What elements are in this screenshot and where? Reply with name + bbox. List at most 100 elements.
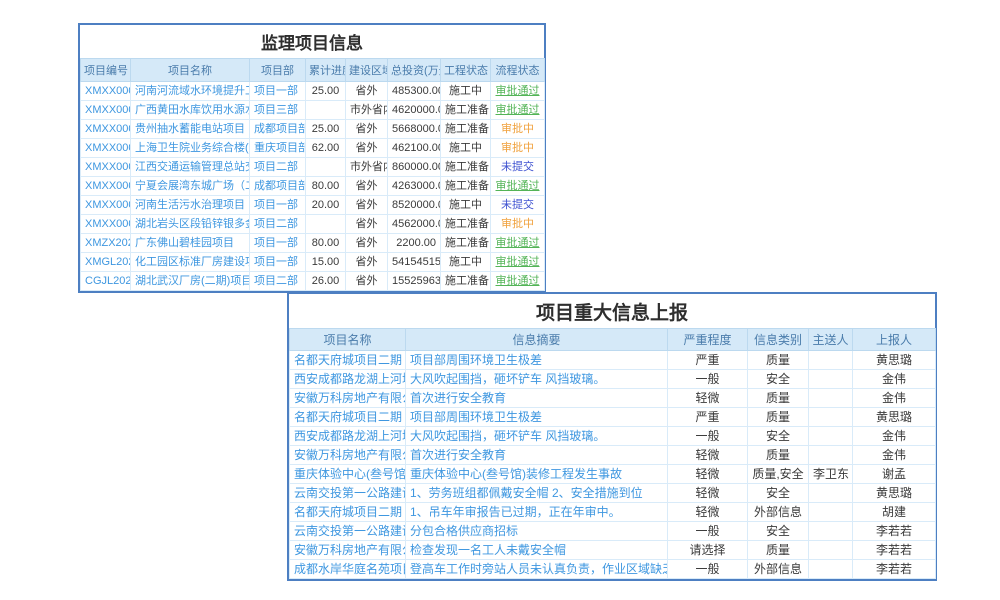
table-row: XMXX00021河南河流域水环境提升工程项目一部25.00省外485300.0… bbox=[80, 81, 545, 101]
project-id-link[interactable]: XMXX00018 bbox=[80, 138, 131, 158]
project-dept-link[interactable]: 重庆项目部 bbox=[249, 138, 306, 158]
report-project-link[interactable]: 成都水岸华庭名苑项目一标段 bbox=[289, 559, 406, 579]
project-id-link[interactable]: XMXX00017 bbox=[80, 157, 131, 177]
flow-status-link[interactable]: 审批通过 bbox=[490, 271, 545, 291]
recipient-value: 李卫东 bbox=[808, 464, 853, 484]
region-value: 省外 bbox=[345, 214, 388, 234]
project-dept-link[interactable]: 项目一部 bbox=[249, 195, 306, 215]
recipient-value bbox=[808, 502, 853, 522]
flow-status-link[interactable]: 审批通过 bbox=[490, 252, 545, 272]
report-summary-link[interactable]: 登高车工作时旁站人员未认真负责，作业区域缺乏警示标志 bbox=[405, 559, 668, 579]
report-project-link[interactable]: 云南交投第一公路建设工程 bbox=[289, 483, 406, 503]
project-name-link[interactable]: 河南生活污水治理项目 bbox=[130, 195, 250, 215]
project-dept-link[interactable]: 项目三部 bbox=[249, 100, 306, 120]
flow-status-link[interactable]: 未提交 bbox=[490, 157, 545, 177]
investment-value: 4562000.00 bbox=[387, 214, 441, 234]
report-summary-link[interactable]: 首次进行安全教育 bbox=[405, 445, 668, 465]
flow-status-link[interactable]: 未提交 bbox=[490, 195, 545, 215]
report-summary-link[interactable]: 项目部周围环境卫生极差 bbox=[405, 407, 668, 427]
project-dept-link[interactable]: 项目一部 bbox=[249, 233, 306, 253]
report-summary-link[interactable]: 首次进行安全教育 bbox=[405, 388, 668, 408]
recipient-value bbox=[808, 540, 853, 560]
report-summary-link[interactable]: 大风吹起围挡，砸坏铲车 风挡玻璃。 bbox=[405, 369, 668, 389]
project-name-link[interactable]: 上海卫生院业务综合楼(含业务用... bbox=[130, 138, 250, 158]
project-name-link[interactable]: 贵州抽水蓄能电站项目 bbox=[130, 119, 250, 139]
report-summary-link[interactable]: 重庆体验中心(叁号馆)装修工程发生事故 bbox=[405, 464, 668, 484]
severity-value: 轻微 bbox=[667, 464, 748, 484]
project-id-link[interactable]: CGJL202205... bbox=[80, 271, 131, 291]
severity-value: 轻微 bbox=[667, 445, 748, 465]
supervision-project-table: 监理项目信息 项目编号项目名称项目部累计进度建设区域总投资(万元)工程状态流程状… bbox=[78, 23, 546, 293]
report-project-link[interactable]: 云南交投第一公路建设工程 bbox=[289, 521, 406, 541]
project-name-link[interactable]: 湖北武汉厂房(二期)项目 bbox=[130, 271, 250, 291]
report-project-link[interactable]: 名都天府城项目二期 bbox=[289, 502, 406, 522]
report-summary-link[interactable]: 大风吹起围挡，砸坏铲车 风挡玻璃。 bbox=[405, 426, 668, 446]
project-name-link[interactable]: 广东佛山碧桂园项目 bbox=[130, 233, 250, 253]
work-status-value: 施工准备 bbox=[440, 214, 491, 234]
project-name-link[interactable]: 湖北岩头区段铅锌银多金属矿开采... bbox=[130, 214, 250, 234]
recipient-value bbox=[808, 407, 853, 427]
report-project-link[interactable]: 安徽万科房地产有限公司 bbox=[289, 388, 406, 408]
reporter-value: 黄思璐 bbox=[852, 407, 936, 427]
region-value: 市外省内 bbox=[345, 157, 388, 177]
investment-value: 485300.00 bbox=[387, 81, 441, 101]
report-project-link[interactable]: 安徽万科房地产有限公司 bbox=[289, 445, 406, 465]
investment-value: 4263000.00 bbox=[387, 176, 441, 196]
report-project-link[interactable]: 西安成都路龙湖上河城项目 bbox=[289, 426, 406, 446]
flow-status-link[interactable]: 审批通过 bbox=[490, 81, 545, 101]
flow-status-link[interactable]: 审批中 bbox=[490, 138, 545, 158]
project-id-link[interactable]: XMXX00021 bbox=[80, 81, 131, 101]
report-project-link[interactable]: 名都天府城项目二期 bbox=[289, 350, 406, 370]
supervision-table-body: XMXX00021河南河流域水环境提升工程项目一部25.00省外485300.0… bbox=[80, 81, 545, 291]
project-id-link[interactable]: XMZX20220... bbox=[80, 233, 131, 253]
report-summary-link[interactable]: 1、吊车年审报告已过期，正在年审中。 bbox=[405, 502, 668, 522]
project-id-link[interactable]: XMXX00020 bbox=[80, 100, 131, 120]
report-summary-link[interactable]: 分包合格供应商招标 bbox=[405, 521, 668, 541]
project-dept-link[interactable]: 成都项目部 bbox=[249, 176, 306, 196]
flow-status-link[interactable]: 审批通过 bbox=[490, 176, 545, 196]
report-summary-link[interactable]: 检查发现一名工人未戴安全帽 bbox=[405, 540, 668, 560]
progress-value: 15.00 bbox=[305, 252, 346, 272]
project-dept-link[interactable]: 项目二部 bbox=[249, 157, 306, 177]
work-status-value: 施工准备 bbox=[440, 157, 491, 177]
column-header: 工程状态 bbox=[440, 58, 491, 82]
work-status-value: 施工中 bbox=[440, 81, 491, 101]
report-summary-link[interactable]: 项目部周围环境卫生极差 bbox=[405, 350, 668, 370]
project-dept-link[interactable]: 项目二部 bbox=[249, 271, 306, 291]
project-id-link[interactable]: XMXX00016 bbox=[80, 176, 131, 196]
severity-value: 一般 bbox=[667, 369, 748, 389]
project-name-link[interactable]: 广西黄田水库饮用水源水质保护项目 bbox=[130, 100, 250, 120]
report-summary-link[interactable]: 1、劳务班组都佩戴安全帽 2、安全措施到位 bbox=[405, 483, 668, 503]
project-dept-link[interactable]: 项目一部 bbox=[249, 81, 306, 101]
project-id-link[interactable]: XMGL20220... bbox=[80, 252, 131, 272]
flow-status-link[interactable]: 审批中 bbox=[490, 214, 545, 234]
investment-value: 462100.00 bbox=[387, 138, 441, 158]
column-header: 项目部 bbox=[249, 58, 306, 82]
column-header: 信息摘要 bbox=[405, 328, 668, 351]
progress-value: 80.00 bbox=[305, 176, 346, 196]
project-name-link[interactable]: 河南河流域水环境提升工程 bbox=[130, 81, 250, 101]
report-project-link[interactable]: 西安成都路龙湖上河城项目 bbox=[289, 369, 406, 389]
project-dept-link[interactable]: 成都项目部 bbox=[249, 119, 306, 139]
project-name-link[interactable]: 宁夏会展湾东城广场（二期）工程 bbox=[130, 176, 250, 196]
project-name-link[interactable]: 江西交通运输管理总站交通枢纽及... bbox=[130, 157, 250, 177]
project-dept-link[interactable]: 项目二部 bbox=[249, 214, 306, 234]
flow-status-link[interactable]: 审批中 bbox=[490, 119, 545, 139]
recipient-value bbox=[808, 369, 853, 389]
report-project-link[interactable]: 名都天府城项目二期 bbox=[289, 407, 406, 427]
work-status-value: 施工准备 bbox=[440, 119, 491, 139]
project-id-link[interactable]: XMXX00019 bbox=[80, 119, 131, 139]
work-status-value: 施工中 bbox=[440, 252, 491, 272]
reporter-value: 黄思璐 bbox=[852, 350, 936, 370]
investment-value: 860000.00 bbox=[387, 157, 441, 177]
flow-status-link[interactable]: 审批通过 bbox=[490, 100, 545, 120]
project-dept-link[interactable]: 项目一部 bbox=[249, 252, 306, 272]
project-id-link[interactable]: XMXX00015 bbox=[80, 195, 131, 215]
project-id-link[interactable]: XMXX00014 bbox=[80, 214, 131, 234]
column-header: 严重程度 bbox=[667, 328, 748, 351]
report-project-link[interactable]: 重庆体验中心(叁号馆)装修工程 bbox=[289, 464, 406, 484]
project-name-link[interactable]: 化工园区标准厂房建设项目一期项目 bbox=[130, 252, 250, 272]
report-project-link[interactable]: 安徽万科房地产有限公司 bbox=[289, 540, 406, 560]
reporter-value: 胡建 bbox=[852, 502, 936, 522]
flow-status-link[interactable]: 审批通过 bbox=[490, 233, 545, 253]
